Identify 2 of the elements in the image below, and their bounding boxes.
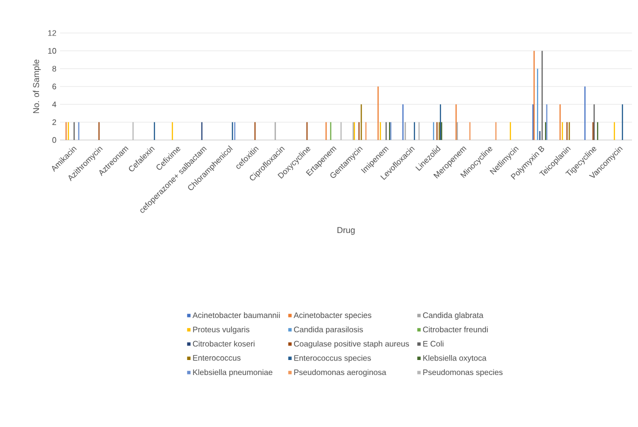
y-axis-title: No. of Sample (32, 60, 41, 114)
x-axis-title: Drug (338, 227, 355, 235)
